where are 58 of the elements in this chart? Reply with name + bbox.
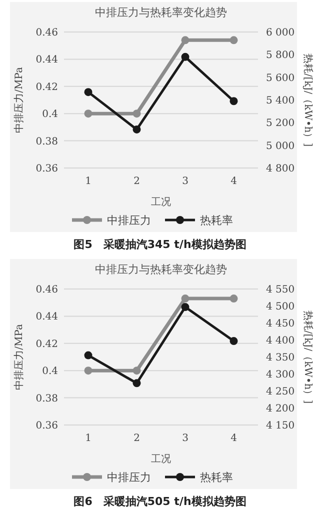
y2-tick-label: 5 400	[266, 96, 295, 106]
y2-tick-label: 4 150	[266, 420, 295, 432]
y-tick-label: 0.42	[36, 338, 58, 350]
y2-tick-label: 4 200	[266, 404, 295, 414]
y-tick-label: 0.46	[36, 28, 58, 38]
caption: 图6 采暖抽汽505 t/h模拟趋势图	[74, 495, 246, 508]
chart-title: 中排压力与热耗率变化趋势	[95, 263, 227, 276]
x-tick-label: 1	[85, 433, 92, 444]
point	[132, 379, 141, 388]
y2-axis-title: 热耗/[kJ/（kW•h）]	[302, 53, 314, 147]
y2-tick-label: 5 000	[266, 140, 295, 152]
x-tick-label: 2	[134, 433, 140, 444]
chart-title: 中排压力与热耗率变化趋势	[95, 6, 227, 19]
y2-tick-label: 4 350	[266, 352, 295, 364]
legend-label: 热耗率	[200, 214, 233, 227]
legend-label: 中排压力	[107, 471, 151, 484]
y-tick-label: 0.44	[36, 54, 58, 66]
point	[230, 97, 238, 106]
caption: 图5 采暖抽汽345 t/h模拟趋势图	[74, 238, 246, 251]
y-axis-title: 中排压力/MPa	[13, 67, 25, 133]
x-tick-label: 2	[134, 176, 140, 187]
y2-tick-label: 4 250	[266, 386, 295, 398]
y2-tick-label: 4 550	[266, 284, 295, 296]
y2-tick-label: 5 200	[266, 118, 295, 130]
point	[230, 337, 238, 346]
point	[84, 88, 92, 96]
x-tick-label: 4	[230, 176, 237, 187]
legend-label: 热耗率	[200, 471, 233, 484]
x-tick-label: 3	[182, 176, 188, 187]
y-tick-label: 0.42	[36, 82, 58, 93]
y2-tick-label: 5 600	[266, 72, 295, 84]
y2-tick-label: 4 800	[266, 164, 295, 174]
y2-axis-title: 热耗/[kJ/（kW•h）]	[302, 310, 314, 404]
y2-tick-label: 4 500	[266, 302, 295, 312]
y2-tick-label: 4 450	[266, 318, 295, 330]
y2-tick-label: 6 000	[266, 28, 295, 38]
y2-tick-label: 4 300	[266, 370, 295, 380]
y-tick-label: 0.36	[36, 420, 58, 432]
y2-tick-label: 4 400	[266, 336, 295, 346]
legend-label: 中排压力	[107, 214, 151, 227]
point	[84, 351, 92, 360]
y-tick-label: 0.36	[36, 164, 58, 174]
x-axis-title: 工况	[151, 197, 171, 208]
point	[181, 303, 190, 312]
y-tick-label: 0.38	[36, 393, 58, 404]
y-axis-title: 中排压力/MPa	[13, 324, 25, 390]
point	[181, 52, 190, 61]
y-tick-label: 0.44	[36, 312, 58, 323]
x-tick-label: 3	[182, 433, 188, 444]
y-tick-label: 0.46	[36, 284, 58, 296]
x-tick-label: 4	[230, 433, 237, 444]
x-tick-label: 1	[85, 176, 92, 187]
point	[132, 125, 141, 134]
y-tick-label: 0.38	[36, 136, 58, 148]
y-tick-label: 0.4	[42, 109, 58, 120]
y-tick-label: 0.4	[42, 366, 58, 378]
y2-tick-label: 5 800	[266, 50, 295, 62]
x-axis-title: 工况	[151, 454, 171, 465]
